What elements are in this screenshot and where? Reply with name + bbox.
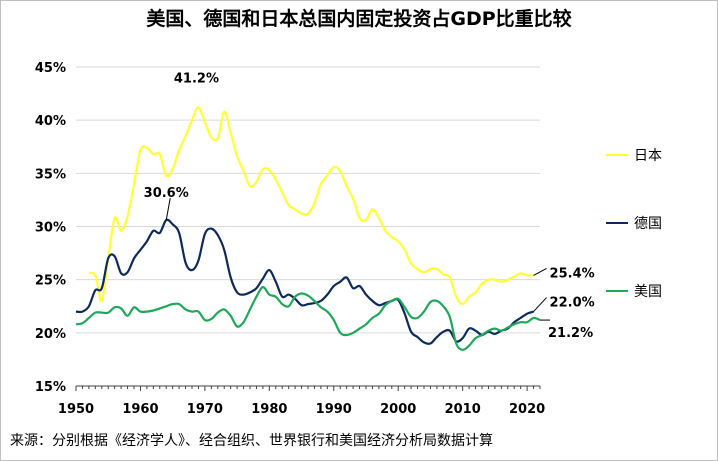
series-line-usa [75, 286, 541, 351]
source-note: 来源：分别根据《经济学人》、经合组织、世界银行和美国经济分析局数据计算 [10, 433, 493, 449]
chart-title: 美国、德国和日本总国内固定投资占GDP比重比较 [146, 8, 572, 30]
x-tick-label: 1970 [187, 402, 223, 417]
legend-swatch-japan [606, 154, 628, 156]
annotation-label: 25.4% [550, 266, 595, 281]
series-line-japan [88, 106, 534, 306]
legend-label-germany: 德国 [634, 216, 662, 232]
y-tick-label: 20% [35, 327, 66, 342]
legend-item-germany: 德国 [606, 213, 662, 233]
annotation-label: 22.0% [550, 296, 595, 311]
x-tick-label: 1980 [251, 402, 287, 417]
grid-lines [76, 66, 540, 334]
annotation-leader [533, 267, 547, 276]
series-lines [75, 106, 541, 351]
annotation-label: 41.2% [174, 71, 219, 86]
legend-item-usa: 美国 [606, 281, 662, 301]
legend-item-japan: 日本 [606, 145, 662, 165]
axes: 15% 20% 25% 30% 35% 40% 45% 1950 1960 1970 1980 199… [35, 61, 545, 417]
y-tick-label: 30% [35, 221, 66, 236]
annotation-label: 21.2% [548, 326, 593, 341]
annotation-label: 30.6% [144, 186, 189, 201]
legend-swatch-usa [606, 290, 628, 292]
annotations: 41.2% 30.6% 25.4% 22.0% 21.2% [144, 71, 595, 341]
x-tick-label: 1960 [122, 402, 158, 417]
series-line-germany [75, 218, 534, 345]
x-tick-label: 2020 [509, 402, 545, 417]
y-tick-label: 15% [35, 380, 66, 395]
legend-label-usa: 美国 [634, 284, 662, 300]
legend-swatch-germany [606, 222, 628, 224]
y-tick-label: 40% [35, 114, 66, 129]
y-tick-label: 45% [35, 61, 66, 76]
x-tick-label: 2000 [380, 402, 416, 417]
legend-label-japan: 日本 [634, 148, 662, 164]
x-tick-label: 1990 [316, 402, 352, 417]
annotation-leader [165, 198, 171, 221]
x-tick-label: 2010 [445, 402, 481, 417]
x-tick-label: 1950 [58, 402, 94, 417]
y-tick-label: 25% [35, 274, 66, 289]
y-tick-label: 35% [35, 167, 66, 182]
annotation-leader [533, 297, 547, 312]
